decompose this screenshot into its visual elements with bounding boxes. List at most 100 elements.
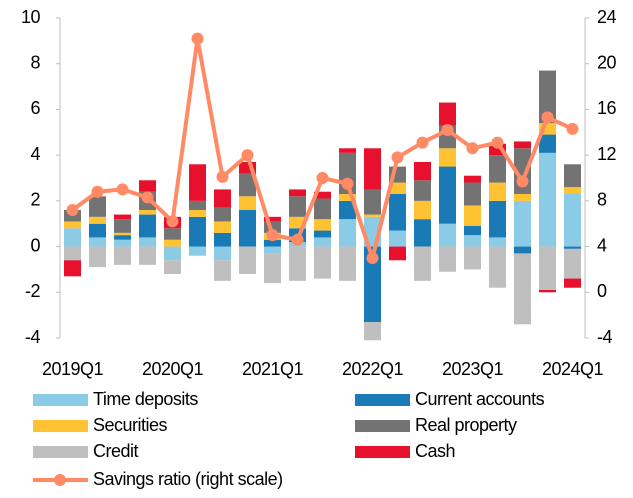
line-point (466, 142, 479, 155)
legend-swatch (33, 446, 88, 458)
bar (89, 196, 106, 217)
bar (464, 235, 481, 247)
bar (189, 216, 206, 247)
bar (489, 143, 506, 156)
bar (314, 230, 331, 238)
legend-marker (54, 474, 66, 486)
bar (139, 180, 156, 192)
bar (89, 223, 106, 238)
bar (339, 194, 356, 201)
bar (339, 219, 356, 247)
bar (289, 196, 306, 217)
bar (564, 164, 581, 188)
y2-tick-label: -4 (597, 327, 612, 347)
y-tick-label: -4 (25, 327, 40, 347)
bar (114, 246, 131, 265)
bar (239, 162, 256, 174)
bar (289, 246, 306, 281)
bar (414, 200, 431, 220)
bar (489, 246, 506, 288)
y-tick-label: 0 (30, 235, 40, 255)
bar (339, 200, 356, 220)
bar (489, 182, 506, 201)
x-tick-label: 2022Q1 (342, 359, 404, 379)
legend-swatch (355, 446, 410, 458)
bar (264, 216, 281, 222)
bar (389, 182, 406, 194)
y2-tick-label: 12 (597, 144, 617, 164)
line-point (291, 233, 304, 246)
bar (114, 214, 131, 220)
bar (414, 246, 431, 281)
bar (264, 239, 281, 247)
line-point (241, 149, 254, 162)
line-point (116, 183, 129, 196)
bar (164, 228, 181, 240)
line-point (416, 136, 429, 149)
legend-label: Savings ratio (right scale) (93, 469, 283, 489)
bar (564, 278, 581, 288)
bar (364, 189, 381, 215)
bar (539, 123, 556, 135)
line-point (366, 252, 379, 264)
bar (464, 226, 481, 236)
y2-tick-label: 20 (597, 52, 617, 72)
y2-tick-label: 8 (597, 190, 607, 210)
bar (89, 216, 106, 224)
bar (64, 221, 81, 229)
bar (164, 260, 181, 274)
bar (239, 210, 256, 247)
bar (139, 237, 156, 247)
x-tick-label: 2019Q1 (42, 359, 104, 379)
bar (89, 237, 106, 247)
bar (464, 246, 481, 270)
line-point (66, 204, 79, 216)
line-point (166, 215, 179, 228)
bar (514, 246, 531, 254)
bar (364, 246, 381, 322)
bar (439, 102, 456, 126)
bar (364, 148, 381, 190)
bar (539, 70, 556, 124)
bar (414, 162, 431, 181)
bar (364, 214, 381, 217)
bar (339, 148, 356, 153)
bar (314, 198, 331, 220)
bar (239, 246, 256, 274)
line-point (191, 32, 204, 45)
legend-swatch (33, 420, 88, 432)
bar (514, 194, 531, 201)
bar (514, 253, 531, 325)
bar (214, 232, 231, 247)
bar (189, 246, 206, 256)
line-point (316, 172, 329, 184)
bar (264, 253, 281, 284)
bar (164, 239, 181, 247)
bar (114, 219, 131, 233)
bar (514, 200, 531, 247)
bar (439, 223, 456, 247)
line-point (491, 136, 504, 149)
legend-swatch (355, 420, 410, 432)
bar (114, 232, 131, 236)
bar (339, 246, 356, 281)
bar (564, 187, 581, 194)
bar (364, 322, 381, 341)
line-point (391, 151, 404, 164)
bar (539, 246, 556, 290)
line-point (141, 191, 154, 204)
bar (314, 219, 331, 231)
bar (539, 152, 556, 247)
y-tick-label: 4 (30, 144, 40, 164)
bar (489, 237, 506, 247)
bar (214, 221, 231, 233)
bar (214, 260, 231, 281)
bar (164, 246, 181, 261)
bar (264, 246, 281, 254)
line-point (91, 185, 104, 198)
legend-swatch (355, 394, 410, 406)
bar (89, 246, 106, 268)
bar (414, 180, 431, 201)
y-tick-label: -2 (25, 281, 40, 301)
